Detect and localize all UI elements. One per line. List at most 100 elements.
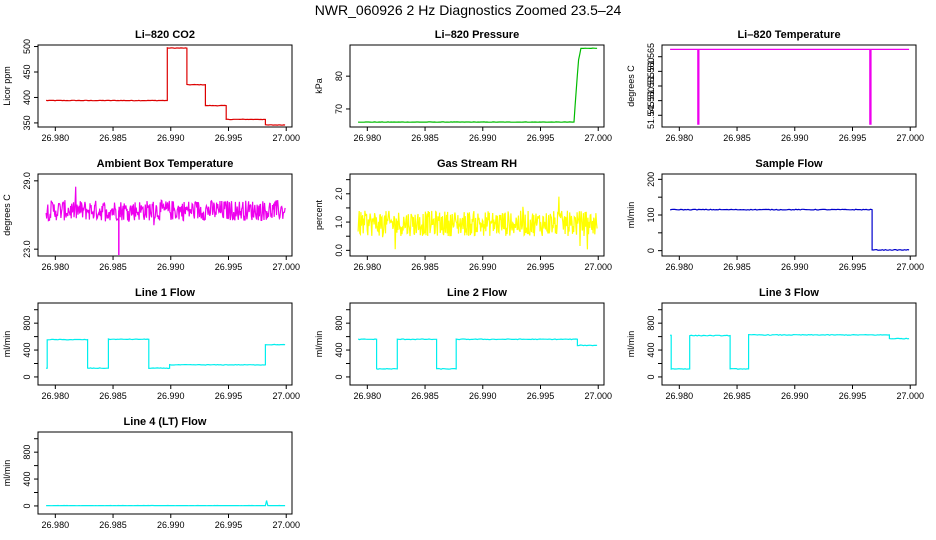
y-tick-label: 400 (334, 343, 344, 358)
y-tick-label: 51.565 (646, 43, 656, 71)
x-tick-label: 26.980 (354, 133, 382, 143)
x-tick-label: 26.995 (839, 133, 867, 143)
x-tick-label: 26.980 (354, 391, 382, 401)
x-tick-label: 26.995 (527, 133, 555, 143)
x-tick-label: 26.990 (469, 133, 497, 143)
y-tick-label: 51.545 (646, 102, 656, 130)
x-tick-label: 26.990 (157, 262, 185, 272)
x-tick-label: 26.980 (354, 262, 382, 272)
figure-title: NWR_060926 2 Hz Diagnostics Zoomed 23.5–… (314, 2, 622, 18)
x-tick-label: 26.980 (666, 391, 694, 401)
x-tick-label: 26.985 (411, 391, 439, 401)
y-tick-label: 0 (334, 374, 344, 379)
y-tick-label: 0 (22, 374, 32, 379)
y-tick-label: 1.0 (334, 216, 344, 229)
y-axis-label: ml/min (626, 331, 636, 358)
x-tick-label: 26.980 (666, 133, 694, 143)
x-tick-label: 26.995 (839, 262, 867, 272)
chart-panel: Line 1 Flow ml/min 26.980 26.985 26.990 26.99… (2, 287, 300, 401)
x-tick-label: 26.980 (42, 520, 70, 530)
y-tick-label: 23.0 (22, 240, 32, 258)
y-tick-label: 800 (334, 316, 344, 331)
series-line (357, 196, 598, 250)
x-tick-label: 27.000 (896, 133, 924, 143)
x-tick-label: 27.000 (584, 391, 612, 401)
x-tick-label: 26.995 (839, 391, 867, 401)
y-tick-label: 80 (334, 71, 344, 81)
y-tick-label: 800 (646, 316, 656, 331)
series-line (357, 338, 598, 370)
series-line (670, 48, 910, 125)
x-tick-label: 26.990 (469, 391, 497, 401)
x-tick-label: 26.990 (781, 262, 809, 272)
y-tick-label: 800 (22, 445, 32, 460)
series-line (45, 186, 286, 226)
y-axis-label: degrees C (2, 194, 12, 236)
chart-panel: Ambient Box Temperature degrees C 26.980 26… (2, 158, 300, 272)
x-tick-label: 26.980 (42, 133, 70, 143)
x-tick-label: 27.000 (896, 391, 924, 401)
x-tick-label: 26.990 (157, 391, 185, 401)
series-line (358, 47, 598, 123)
x-tick-label: 26.985 (411, 262, 439, 272)
y-tick-label: 2.0 (334, 188, 344, 201)
y-tick-label: 400 (646, 343, 656, 358)
x-tick-label: 26.980 (42, 391, 70, 401)
y-axis-label: ml/min (314, 331, 324, 358)
y-axis-label: degrees C (626, 65, 636, 107)
y-tick-label: 100 (646, 207, 656, 222)
plot-frame (349, 173, 605, 257)
x-tick-label: 26.995 (527, 262, 555, 272)
x-tick-label: 27.000 (272, 262, 300, 272)
chart-title: Li–820 Pressure (435, 29, 519, 41)
plot-frame (37, 302, 293, 386)
y-tick-label: 500 (22, 39, 32, 54)
series-line (670, 333, 910, 370)
y-axis-label: Licor ppm (2, 66, 12, 106)
y-tick-label: 400 (22, 343, 32, 358)
y-tick-label: 70 (334, 104, 344, 114)
x-tick-label: 26.985 (99, 391, 127, 401)
plot-frame (661, 302, 917, 386)
chart-title: Ambient Box Temperature (97, 158, 234, 170)
y-axis-label: ml/min (626, 202, 636, 229)
y-tick-label: 0 (646, 374, 656, 379)
x-tick-label: 26.985 (411, 133, 439, 143)
plot-frame (37, 44, 293, 128)
x-tick-label: 26.995 (215, 262, 243, 272)
x-tick-label: 26.995 (215, 133, 243, 143)
x-tick-label: 27.000 (272, 391, 300, 401)
chart-title: Li–820 Temperature (737, 29, 840, 41)
y-tick-label: 800 (22, 316, 32, 331)
y-tick-label: 350 (22, 115, 32, 130)
x-tick-label: 26.990 (781, 391, 809, 401)
y-tick-label: 400 (22, 472, 32, 487)
y-axis-label: ml/min (2, 460, 12, 487)
x-tick-label: 26.985 (723, 262, 751, 272)
chart-panel: Sample Flow ml/min 26.980 26.985 26.990 26.99… (626, 158, 924, 272)
x-tick-label: 26.990 (469, 262, 497, 272)
chart-panel: Li–820 Temperature degrees C 26.980 26.985 2… (626, 29, 924, 143)
y-tick-label: 0 (22, 503, 32, 508)
chart-title: Line 4 (LT) Flow (124, 416, 207, 428)
y-axis-label: percent (314, 199, 324, 230)
x-tick-label: 26.995 (215, 391, 243, 401)
chart-title: Sample Flow (755, 158, 823, 170)
chart-title: Line 1 Flow (135, 287, 195, 299)
y-tick-label: 51.550 (646, 87, 656, 115)
y-axis-label: kPa (314, 78, 324, 94)
y-tick-label: 450 (22, 64, 32, 79)
chart-title: Line 2 Flow (447, 287, 507, 299)
plot-frame (661, 173, 917, 257)
x-tick-label: 27.000 (584, 133, 612, 143)
x-tick-label: 26.995 (527, 391, 555, 401)
y-axis-label: ml/min (2, 331, 12, 358)
y-tick-label: 400 (22, 90, 32, 105)
chart-panel: Line 4 (LT) Flow ml/min 26.980 26.985 26.990… (2, 416, 300, 530)
y-tick-label: 200 (646, 172, 656, 187)
x-tick-label: 27.000 (272, 520, 300, 530)
x-tick-label: 26.985 (99, 133, 127, 143)
series-line (46, 47, 286, 126)
